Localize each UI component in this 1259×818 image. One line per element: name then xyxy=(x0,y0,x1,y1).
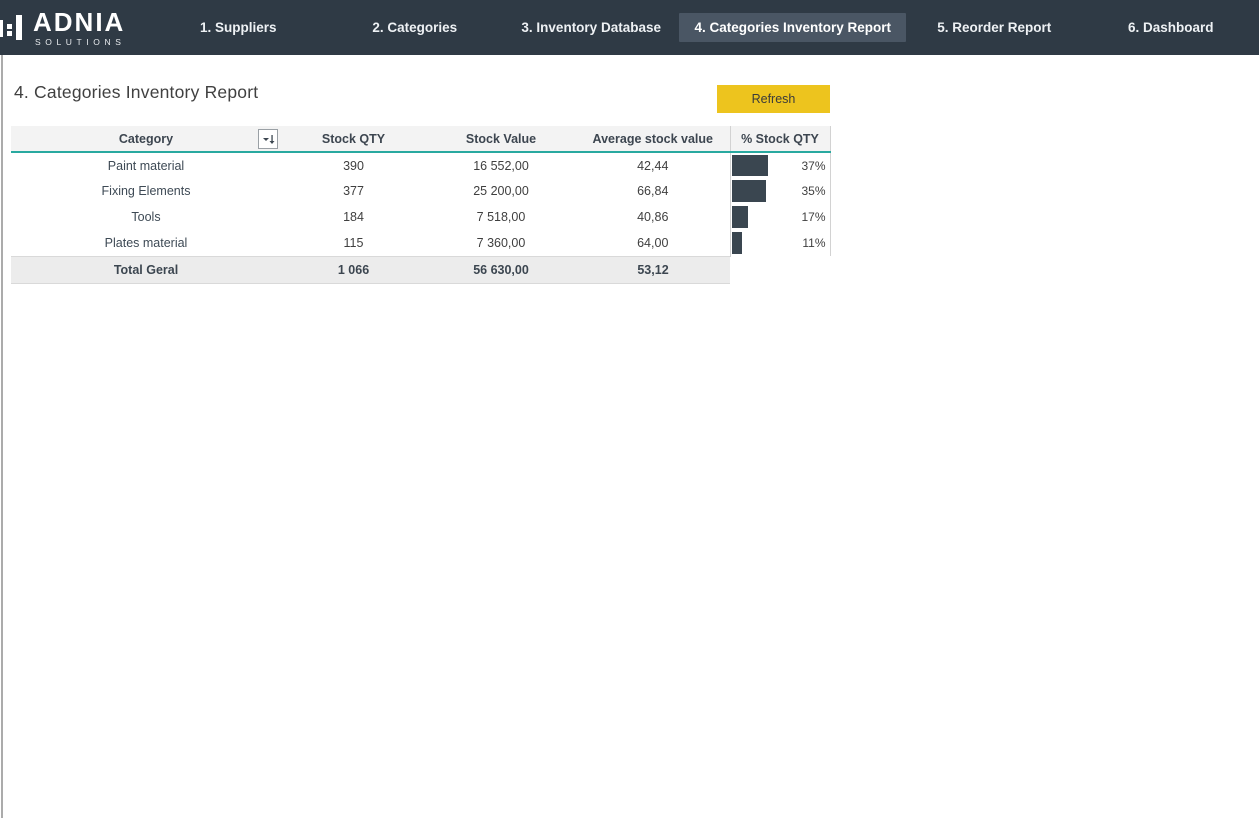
table-total-row: Total Geral 1 066 56 630,00 53,12 xyxy=(11,255,830,284)
pct-stock-qty-cell: 35% xyxy=(729,178,831,204)
header-category-label: Category xyxy=(118,131,174,146)
total-stock-qty-cell: 1 066 xyxy=(281,255,426,284)
total-label-cell: Total Geral xyxy=(11,255,281,284)
category-cell: Plates material xyxy=(104,235,188,250)
category-cell: Fixing Elements xyxy=(101,184,191,198)
pct-label: 35% xyxy=(801,184,826,198)
stock-qty-cell: 390 xyxy=(343,158,364,173)
header-category: Category xyxy=(11,126,281,153)
nav-tab-label: 1. Suppliers xyxy=(199,20,277,35)
stock-value-cell: 7 518,00 xyxy=(476,210,526,224)
pct-stock-qty-cell: 37% xyxy=(729,152,831,178)
nav-tab-label: 3. Inventory Database xyxy=(521,20,661,35)
category-cell: Paint material xyxy=(107,158,185,173)
stock-qty-data-bar xyxy=(731,232,743,254)
brand-tagline: SOLUTIONS xyxy=(35,36,126,47)
category-cell: Tools xyxy=(131,210,161,224)
stock-qty-data-bar xyxy=(731,155,769,176)
pct-label: 11% xyxy=(802,236,826,250)
pct-stock-qty-cell: 17% xyxy=(729,204,831,230)
avg-stock-value-cell: 66,84 xyxy=(637,184,669,198)
total-stock-value-cell: 56 630,00 xyxy=(426,255,576,284)
nav-tab-label: 4. Categories Inventory Report xyxy=(679,13,907,42)
stock-qty-cell: 377 xyxy=(343,184,364,198)
stock-qty-data-bar xyxy=(731,180,767,202)
pct-stock-qty-cell: 11% xyxy=(729,230,831,256)
stock-value-cell: 16 552,00 xyxy=(473,158,529,173)
top-nav-bar: ADNIA SOLUTIONS 1. Suppliers 2. Categori… xyxy=(0,0,1259,55)
header-avg-stock-value: Average stock value xyxy=(576,126,730,153)
inventory-table: Category Stock QTY Stock Value Average s… xyxy=(11,126,831,284)
worksheet-left-edge xyxy=(1,55,3,818)
table-row: Fixing Elements 377 25 200,00 66,84 35% xyxy=(11,178,831,204)
avg-stock-value-cell: 40,86 xyxy=(637,210,669,224)
nav-tab-label: 2. Categories xyxy=(372,20,458,35)
avg-stock-value-cell: 42,44 xyxy=(637,158,669,173)
stock-qty-cell: 184 xyxy=(343,210,364,224)
nav-tab-inventory-database[interactable]: 3. Inventory Database xyxy=(503,0,679,55)
total-pct-empty-cell xyxy=(730,256,830,283)
pct-label: 17% xyxy=(801,210,826,224)
nav-tab-dashboard[interactable]: 6. Dashboard xyxy=(1083,0,1259,55)
stock-value-cell: 7 360,00 xyxy=(476,235,526,250)
table-row: Plates material 115 7 360,00 64,00 11% xyxy=(11,230,831,256)
nav-tab-label: 5. Reorder Report xyxy=(937,20,1052,35)
stock-qty-cell: 115 xyxy=(343,235,364,250)
pct-label: 37% xyxy=(801,158,826,173)
brand-bars-icon xyxy=(0,14,22,40)
header-stock-qty: Stock QTY xyxy=(281,126,426,153)
nav-tab-categories-inventory-report[interactable]: 4. Categories Inventory Report xyxy=(679,0,907,55)
table-row: Tools 184 7 518,00 40,86 17% xyxy=(11,204,831,230)
nav-tab-categories[interactable]: 2. Categories xyxy=(326,0,502,55)
brand-logo: ADNIA SOLUTIONS xyxy=(0,9,150,47)
header-stock-value: Stock Value xyxy=(426,126,576,153)
brand-name: ADNIA xyxy=(33,6,126,37)
avg-stock-value-cell: 64,00 xyxy=(637,235,669,250)
category-filter-button[interactable] xyxy=(258,129,278,149)
nav-tab-suppliers[interactable]: 1. Suppliers xyxy=(150,0,326,55)
refresh-button[interactable]: Refresh xyxy=(717,85,830,113)
total-avg-stock-value-cell: 53,12 xyxy=(576,255,730,284)
nav-tab-label: 6. Dashboard xyxy=(1127,20,1214,35)
header-pct-stock-qty: % Stock QTY xyxy=(729,126,831,153)
stock-value-cell: 25 200,00 xyxy=(473,184,529,198)
table-header-row: Category Stock QTY Stock Value Average s… xyxy=(11,126,831,153)
table-row: Paint material 390 16 552,00 42,44 37% xyxy=(11,152,831,178)
sort-filter-icon xyxy=(262,134,274,144)
nav-tab-reorder-report[interactable]: 5. Reorder Report xyxy=(906,0,1082,55)
stock-qty-data-bar xyxy=(731,206,749,228)
page-title: 4. Categories Inventory Report xyxy=(14,82,259,102)
nav-tabs: 1. Suppliers 2. Categories 3. Inventory … xyxy=(150,0,1259,55)
report-content: 4. Categories Inventory Report Refresh C… xyxy=(0,55,1259,284)
